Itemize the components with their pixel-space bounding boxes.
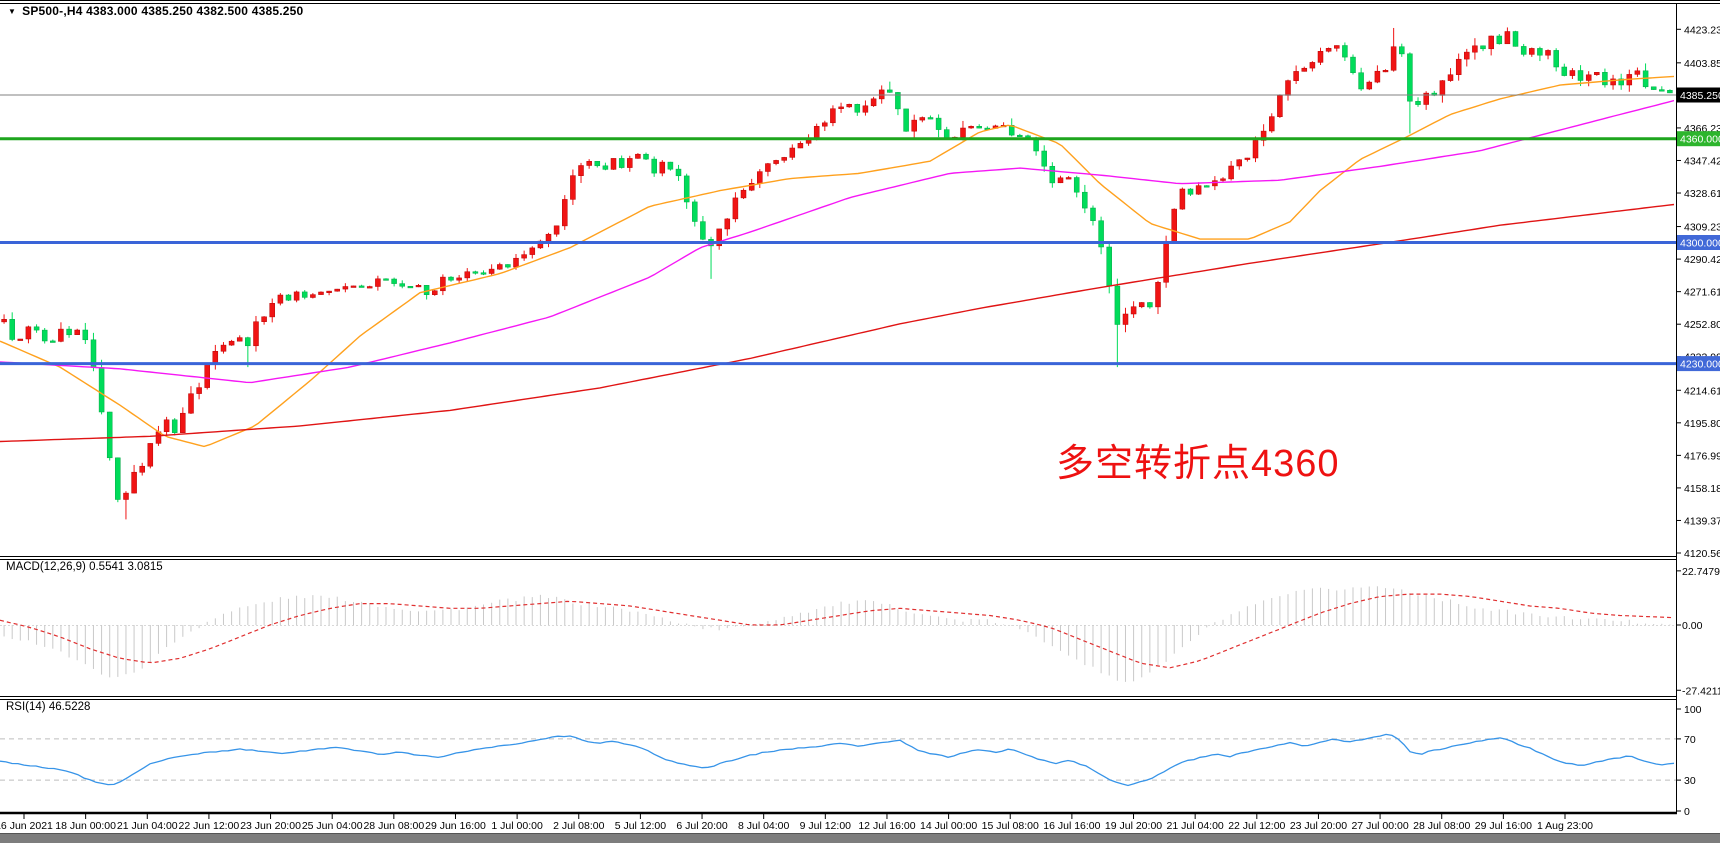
- ma-fast-line: [0, 75, 1675, 448]
- svg-text:4120.560: 4120.560: [1684, 548, 1720, 560]
- collapse-ohlc-icon[interactable]: ▼: [8, 7, 17, 16]
- svg-text:4300.000: 4300.000: [1680, 238, 1720, 250]
- svg-text:9 Jul 12:00: 9 Jul 12:00: [800, 820, 852, 832]
- svg-text:30: 30: [1684, 775, 1696, 787]
- svg-text:21 Jul 04:00: 21 Jul 04:00: [1167, 820, 1224, 832]
- svg-text:16 Jul 16:00: 16 Jul 16:00: [1043, 820, 1100, 832]
- svg-text:4158.180: 4158.180: [1684, 483, 1720, 495]
- svg-text:28 Jul 08:00: 28 Jul 08:00: [1413, 820, 1470, 832]
- horizontal-levels-layer[interactable]: [0, 94, 1676, 366]
- svg-text:8 Jul 04:00: 8 Jul 04:00: [738, 820, 790, 832]
- svg-text:5 Jul 12:00: 5 Jul 12:00: [615, 820, 667, 832]
- chart-annotation-text: 多空转折点4360: [1056, 443, 1340, 485]
- svg-text:4328.610: 4328.610: [1684, 188, 1720, 200]
- ma-mid-line: [0, 99, 1675, 384]
- svg-text:4214.610: 4214.610: [1684, 385, 1720, 397]
- svg-text:1 Jul 00:00: 1 Jul 00:00: [491, 820, 543, 832]
- svg-text:4347.420: 4347.420: [1684, 155, 1720, 167]
- price-level-badges: 4385.250 4360.000 4300.000 4230.000: [1677, 87, 1720, 372]
- macd-signal-line: [0, 593, 1675, 669]
- svg-text:6 Jul 20:00: 6 Jul 20:00: [676, 820, 728, 832]
- svg-text:14 Jul 00:00: 14 Jul 00:00: [920, 820, 977, 832]
- svg-text:28 Jun 08:00: 28 Jun 08:00: [363, 820, 424, 832]
- svg-text:4403.850: 4403.850: [1684, 58, 1720, 70]
- svg-text:70: 70: [1684, 734, 1696, 746]
- svg-text:23 Jun 20:00: 23 Jun 20:00: [240, 820, 301, 832]
- svg-text:22 Jul 12:00: 22 Jul 12:00: [1228, 820, 1285, 832]
- svg-text:4309.230: 4309.230: [1684, 222, 1720, 234]
- candles-layer: [1, 27, 1673, 520]
- svg-text:4176.990: 4176.990: [1684, 450, 1720, 462]
- svg-text:15 Jul 08:00: 15 Jul 08:00: [982, 820, 1039, 832]
- svg-text:4290.420: 4290.420: [1684, 254, 1720, 266]
- macd-indicator-label: MACD(12,26,9) 0.5541 3.0815: [6, 561, 163, 573]
- svg-text:21 Jun 04:00: 21 Jun 04:00: [117, 820, 178, 832]
- svg-text:4195.800: 4195.800: [1684, 418, 1720, 430]
- symbol-ohlc-label: SP500-,H4 4383.000 4385.250 4382.500 438…: [22, 4, 304, 18]
- svg-text:4252.800: 4252.800: [1684, 319, 1720, 331]
- rsi-line: [0, 733, 1675, 787]
- svg-text:12 Jul 16:00: 12 Jul 16:00: [858, 820, 915, 832]
- svg-text:22 Jun 12:00: 22 Jun 12:00: [179, 820, 240, 832]
- svg-text:4385.250: 4385.250: [1680, 90, 1720, 102]
- svg-text:25 Jun 04:00: 25 Jun 04:00: [302, 820, 363, 832]
- symbol-header: ▼ SP500-,H4 4383.000 4385.250 4382.500 43…: [8, 4, 303, 18]
- svg-text:0.00: 0.00: [1682, 620, 1703, 632]
- svg-text:4139.370: 4139.370: [1684, 515, 1720, 527]
- svg-text:1 Aug 23:00: 1 Aug 23:00: [1537, 820, 1593, 832]
- macd-panel[interactable]: [0, 586, 1676, 682]
- svg-text:19 Jul 20:00: 19 Jul 20:00: [1105, 820, 1162, 832]
- time-axis[interactable]: 16 Jun 2021 18 Jun 00:00 21 Jun 04:00 22 Ju…: [0, 814, 1593, 832]
- rsi-panel[interactable]: [0, 733, 1676, 787]
- window-bottom-bar: [0, 833, 1720, 843]
- svg-text:16 Jun 2021: 16 Jun 2021: [0, 820, 53, 832]
- svg-text:22.7479: 22.7479: [1682, 566, 1720, 578]
- svg-text:27 Jul 00:00: 27 Jul 00:00: [1351, 820, 1408, 832]
- svg-text:23 Jul 20:00: 23 Jul 20:00: [1290, 820, 1347, 832]
- svg-text:4360.000: 4360.000: [1680, 134, 1720, 146]
- svg-text:-27.4211: -27.4211: [1682, 685, 1720, 697]
- macd-histogram: [3, 586, 1671, 682]
- svg-text:4271.610: 4271.610: [1684, 287, 1720, 299]
- rsi-indicator-label: RSI(14) 46.5228: [6, 701, 91, 713]
- svg-text:18 Jun 00:00: 18 Jun 00:00: [55, 820, 116, 832]
- main-price-panel[interactable]: [0, 27, 1676, 520]
- svg-text:29 Jul 16:00: 29 Jul 16:00: [1475, 820, 1532, 832]
- price-axis[interactable]: 4423.2304403.8504366.2304347.4204328.610…: [1676, 4, 1720, 818]
- svg-text:4423.230: 4423.230: [1684, 24, 1720, 36]
- svg-text:0: 0: [1684, 806, 1690, 818]
- svg-text:100: 100: [1684, 704, 1702, 716]
- svg-text:2 Jul 08:00: 2 Jul 08:00: [553, 820, 605, 832]
- svg-text:29 Jun 16:00: 29 Jun 16:00: [425, 820, 486, 832]
- svg-text:4230.000: 4230.000: [1680, 359, 1720, 371]
